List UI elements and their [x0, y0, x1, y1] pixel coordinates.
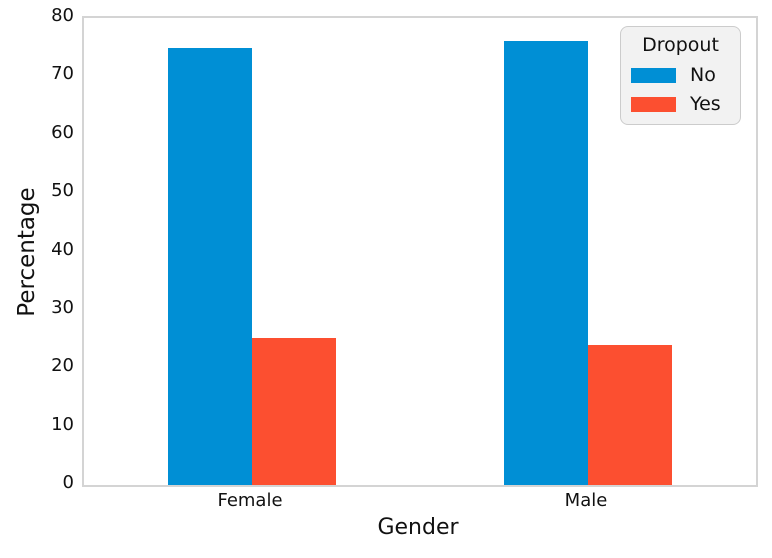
bar-female-no: [168, 47, 252, 485]
legend-row-no: No: [631, 64, 730, 86]
x-tick-label-female: Female: [217, 490, 283, 511]
legend-row-yes: Yes: [631, 93, 730, 115]
bar-male-yes: [588, 345, 672, 485]
y-tick-label: 80: [51, 5, 74, 26]
legend-swatch-no: [631, 67, 676, 83]
y-tick-label: 10: [51, 413, 74, 435]
y-tick-label: 60: [51, 121, 74, 143]
y-tick-label: 40: [51, 238, 74, 260]
x-tick-label-male: Male: [564, 490, 608, 511]
y-tick-label: 50: [51, 180, 74, 202]
y-tick-label: 30: [51, 296, 74, 318]
legend-label: No: [690, 64, 716, 86]
y-tick-label: 20: [51, 355, 74, 377]
bar-female-yes: [252, 338, 336, 485]
legend-label: Yes: [690, 93, 721, 115]
legend-swatch-yes: [631, 96, 676, 112]
legend-title: Dropout: [642, 34, 719, 56]
legend: Dropout No Yes: [620, 26, 741, 125]
x-axis-title: Gender: [377, 515, 459, 540]
y-tick-label: 0: [62, 472, 74, 493]
bar-male-no: [504, 40, 588, 485]
legend-entries: No Yes: [631, 64, 730, 115]
y-tick-label: 70: [51, 63, 74, 85]
